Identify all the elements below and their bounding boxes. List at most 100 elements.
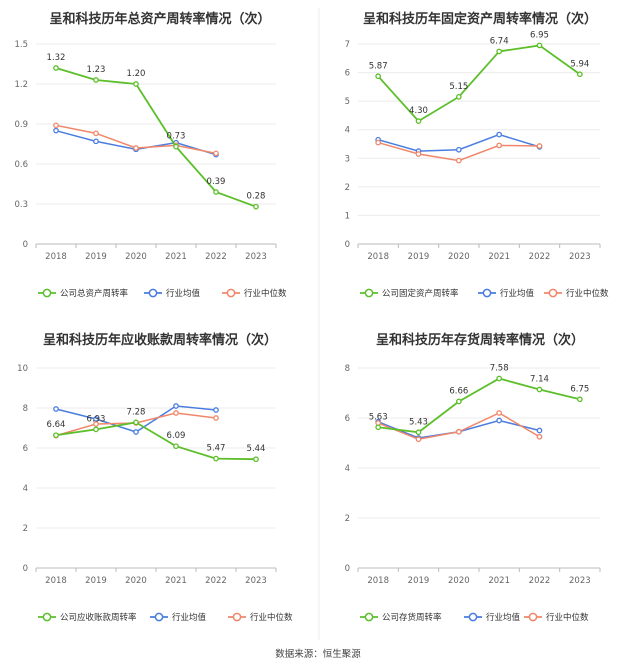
y-tick-label: 2 (345, 183, 350, 193)
data-point (93, 421, 99, 427)
data-point (213, 189, 219, 195)
data-point (213, 415, 219, 421)
data-point (133, 145, 139, 151)
x-tick-label: 2019 (408, 252, 430, 262)
data-point (455, 94, 462, 100)
data-point (93, 426, 99, 433)
x-tick-label: 2023 (245, 252, 267, 262)
legend-marker (148, 288, 158, 298)
data-point (415, 436, 422, 443)
data-label: 6.74 (490, 36, 509, 46)
legend-item: 公司应收账款周转率 (38, 612, 137, 623)
y-tick-label: 6 (23, 444, 28, 454)
data-label: 6.75 (570, 384, 589, 394)
data-label: 0.39 (207, 177, 226, 187)
y-tick-label: 6 (345, 414, 350, 424)
legend-marker (468, 612, 478, 622)
x-tick-label: 2018 (45, 252, 67, 262)
data-label: 6.66 (449, 387, 468, 397)
legend-item: 行业中位数 (222, 288, 287, 299)
series-line-industry_median (377, 412, 540, 441)
x-tick-label: 2019 (85, 576, 107, 586)
data-point (173, 403, 179, 409)
x-tick-label: 2022 (529, 576, 551, 586)
data-point (375, 424, 382, 431)
data-label: 7.14 (530, 375, 549, 385)
y-tick-label: 0 (23, 564, 28, 574)
x-tick-label: 2021 (488, 252, 510, 262)
x-tick-label: 2020 (125, 252, 147, 262)
data-point (173, 143, 179, 150)
legend-marker (42, 612, 52, 622)
data-point (213, 455, 219, 462)
legend-marker (548, 288, 558, 298)
y-tick-label: 0 (345, 564, 350, 574)
legend-label: 行业中位数 (546, 612, 589, 623)
chart-1: 呈和科技历年总资产周转率情况（次） 0 0.3 0.6 0.9 1.2 1.5 2018 201… (14, 11, 287, 299)
data-label: 1.20 (127, 69, 146, 79)
data-label: 7.58 (490, 364, 509, 374)
y-tick-label: 8 (345, 364, 350, 374)
data-point (133, 429, 139, 435)
legend-item: 行业均值 (144, 288, 201, 299)
data-point (496, 131, 503, 138)
data-label: 0.73 (167, 132, 186, 142)
chart-title: 呈和科技历年总资产周转率情况（次） (49, 11, 270, 27)
data-point (53, 406, 59, 412)
x-tick-label: 2019 (85, 252, 107, 262)
data-point (253, 203, 259, 210)
y-tick-label: 2 (23, 524, 28, 534)
x-tick-label: 2020 (448, 576, 470, 586)
legend-label: 行业中位数 (566, 288, 609, 299)
y-tick-label: 0.3 (14, 200, 28, 210)
legend-label: 公司固定资产周转率 (382, 288, 459, 299)
y-tick-label: 0.9 (14, 120, 28, 130)
series-line-company (55, 67, 257, 208)
data-point (375, 139, 382, 146)
y-tick-label: 1 (345, 211, 350, 221)
x-tick-label: 2019 (408, 576, 430, 586)
legend-marker (42, 288, 52, 298)
legend-item: 行业均值 (150, 612, 207, 623)
data-label: 6.64 (47, 420, 66, 430)
data-point (536, 427, 543, 434)
data-point (53, 122, 59, 129)
x-tick-label: 2020 (125, 576, 147, 586)
x-tick-label: 2018 (45, 576, 67, 586)
legend-marker (364, 612, 374, 622)
data-label: 6.95 (530, 30, 549, 40)
data-point (173, 410, 179, 416)
data-point (496, 417, 503, 424)
data-point (455, 428, 462, 435)
data-point (455, 146, 462, 153)
y-tick-label: 1.2 (14, 80, 28, 90)
chart-title: 呈和科技历年固定资产周转率情况（次） (363, 11, 597, 27)
data-point (375, 73, 382, 80)
legend-marker (226, 288, 236, 298)
data-point (576, 71, 583, 78)
data-point (93, 77, 99, 83)
legend-item: 行业均值 (464, 612, 521, 623)
data-label: 7.28 (127, 407, 146, 417)
data-point (415, 118, 422, 124)
data-label: 6.09 (167, 431, 186, 441)
legend-label: 行业均值 (486, 612, 521, 623)
data-point (415, 151, 422, 157)
data-source-text: 数据来源：恒生聚源 (275, 648, 361, 660)
data-point (496, 142, 503, 149)
legend-label: 行业均值 (500, 288, 535, 299)
data-point (213, 150, 219, 157)
y-tick-label: 4 (345, 464, 350, 474)
legend-label: 公司总资产周转率 (60, 288, 129, 299)
y-tick-label: 1.5 (14, 40, 28, 50)
legend-item: 行业中位数 (228, 612, 293, 623)
y-tick-label: 6 (345, 69, 350, 79)
chart-2: 呈和科技历年固定资产周转率情况（次） 0 1 2 3 4 5 6 7 2018 2019 2020 20… (345, 11, 609, 299)
data-label: 5.94 (570, 59, 589, 69)
y-tick-label: 10 (17, 364, 28, 374)
legend-marker (482, 288, 492, 298)
y-tick-label: 0 (345, 240, 350, 250)
legend-item: 公司总资产周转率 (38, 288, 129, 299)
legend-marker (232, 612, 242, 622)
data-point (536, 42, 543, 49)
